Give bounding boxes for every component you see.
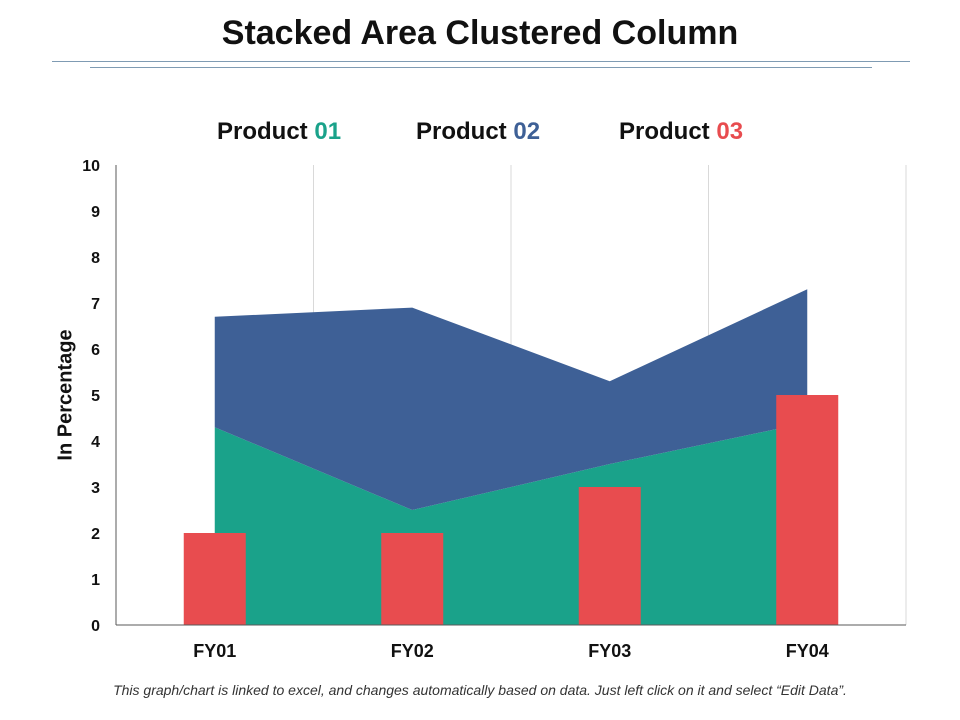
y-tick-label: 2 <box>91 526 100 543</box>
chart-legend: Product 01 Product 02 Product 03 <box>0 118 960 150</box>
title-divider-bottom <box>90 67 872 68</box>
y-tick-label: 10 <box>82 158 100 175</box>
x-tick-label: FY03 <box>588 641 631 661</box>
legend-label: Product <box>217 118 315 145</box>
y-tick-label: 4 <box>91 434 100 451</box>
legend-number: 01 <box>314 118 342 145</box>
y-tick-label: 9 <box>91 204 100 221</box>
x-tick-label: FY02 <box>391 641 434 661</box>
legend-item-product-03[interactable]: Product 03 <box>619 118 743 146</box>
y-tick-label: 1 <box>91 572 100 589</box>
y-tick-label: 6 <box>91 342 100 359</box>
y-tick-label: 7 <box>91 296 100 313</box>
y-tick-label: 3 <box>91 480 100 497</box>
x-tick-label: FY04 <box>786 641 829 661</box>
bar-fy01 <box>183 533 246 625</box>
area-product-01 <box>214 422 808 625</box>
legend-item-product-02[interactable]: Product 02 <box>416 118 540 146</box>
area-product-02 <box>214 289 808 510</box>
bar-fy02 <box>381 533 444 625</box>
y-tick-label: 8 <box>91 250 100 267</box>
bar-fy03 <box>578 487 641 625</box>
legend-item-product-01[interactable]: Product 01 <box>217 118 341 146</box>
legend-label: Product <box>416 118 514 145</box>
legend-number: 03 <box>716 118 744 145</box>
x-tick-label: FY01 <box>193 641 236 661</box>
legend-number: 02 <box>513 118 541 145</box>
bar-fy04 <box>776 395 839 625</box>
y-tick-label: 5 <box>91 388 100 405</box>
legend-label: Product <box>619 118 717 145</box>
footnote: This graph/chart is linked to excel, and… <box>113 682 847 698</box>
chart-title: Stacked Area Clustered Column <box>221 14 739 52</box>
y-tick-label: 0 <box>91 618 100 635</box>
y-axis-title-text: In Percentage <box>54 329 77 461</box>
title-divider-top <box>52 61 910 62</box>
